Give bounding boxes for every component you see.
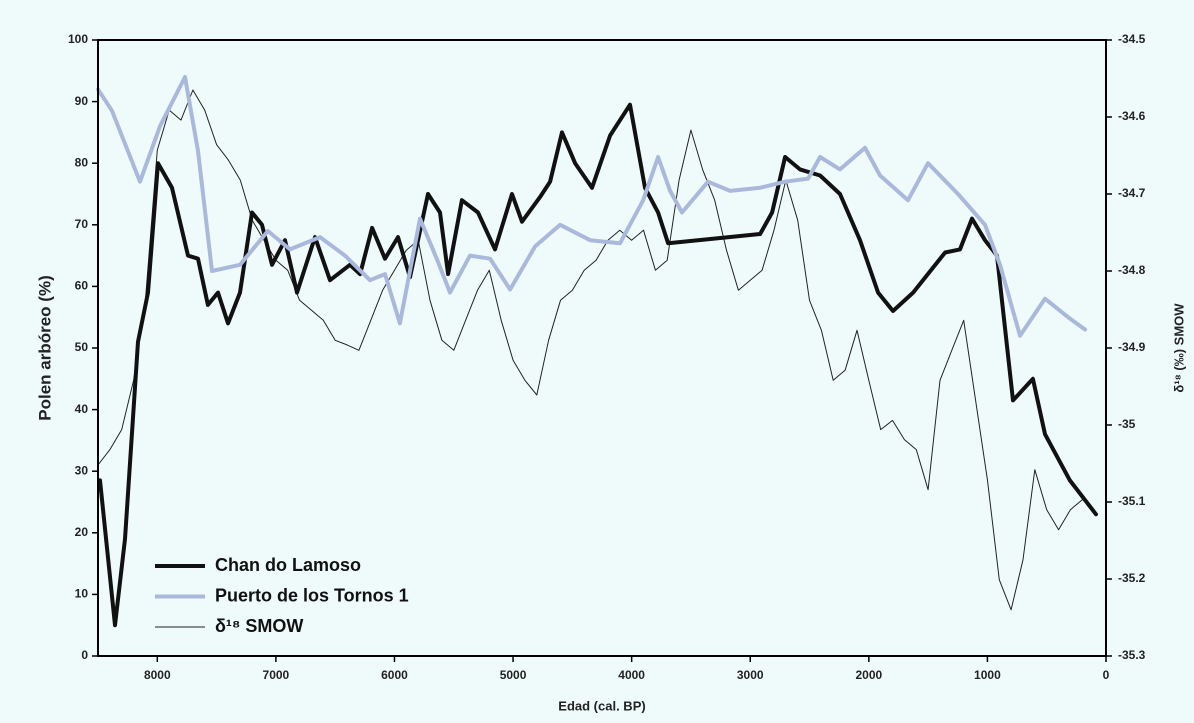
y-tick-label: 30 xyxy=(75,463,89,477)
y2-tick-label: -34.5 xyxy=(1118,32,1146,46)
x-tick-label: 5000 xyxy=(500,668,527,682)
y2-tick-label: -35 xyxy=(1118,417,1136,431)
x-tick-label: 4000 xyxy=(618,668,645,682)
y2-tick-label: -34.6 xyxy=(1118,109,1146,123)
y-tick-label: 90 xyxy=(75,94,89,108)
x-tick-label: 2000 xyxy=(855,668,882,682)
y-tick-label: 100 xyxy=(68,32,88,46)
y-tick-label: 40 xyxy=(75,402,89,416)
x-tick-label: 3000 xyxy=(737,668,764,682)
y2-axis-title: δ¹⁸ (‰) SMOW xyxy=(1171,303,1186,393)
x-axis-title: Edad (cal. BP) xyxy=(558,698,645,713)
y2-tick-label: -35.3 xyxy=(1118,648,1146,662)
y-tick-label: 20 xyxy=(75,525,89,539)
plot-frame xyxy=(97,39,1107,657)
legend-label: Puerto de los Tornos 1 xyxy=(215,585,409,605)
data-line xyxy=(96,75,1087,338)
y-tick-label: 10 xyxy=(75,587,89,601)
data-line xyxy=(98,102,1098,628)
legend-label: Chan do Lamoso xyxy=(215,555,361,575)
x-tick-label: 0 xyxy=(1103,668,1110,682)
x-tick-label: 8000 xyxy=(144,668,171,682)
y-tick-label: 70 xyxy=(75,217,89,231)
x-tick-label: 6000 xyxy=(381,668,408,682)
y-tick-label: 80 xyxy=(75,155,89,169)
y-tick-label: 0 xyxy=(81,648,88,662)
y-tick-label: 50 xyxy=(75,340,89,354)
y2-tick-label: -34.7 xyxy=(1118,186,1146,200)
y-axis-title: Polen arbóreo (%) xyxy=(35,275,54,420)
y2-tick-label: -35.2 xyxy=(1118,571,1146,585)
x-tick-label: 7000 xyxy=(263,668,290,682)
y2-tick-label: -34.8 xyxy=(1118,263,1146,277)
x-tick-label: 1000 xyxy=(974,668,1001,682)
y2-tick-label: -35.1 xyxy=(1118,494,1146,508)
legend-label: δ¹⁸ SMOW xyxy=(215,616,303,636)
y-tick-label: 60 xyxy=(75,279,89,293)
y2-tick-label: -34.9 xyxy=(1118,340,1146,354)
